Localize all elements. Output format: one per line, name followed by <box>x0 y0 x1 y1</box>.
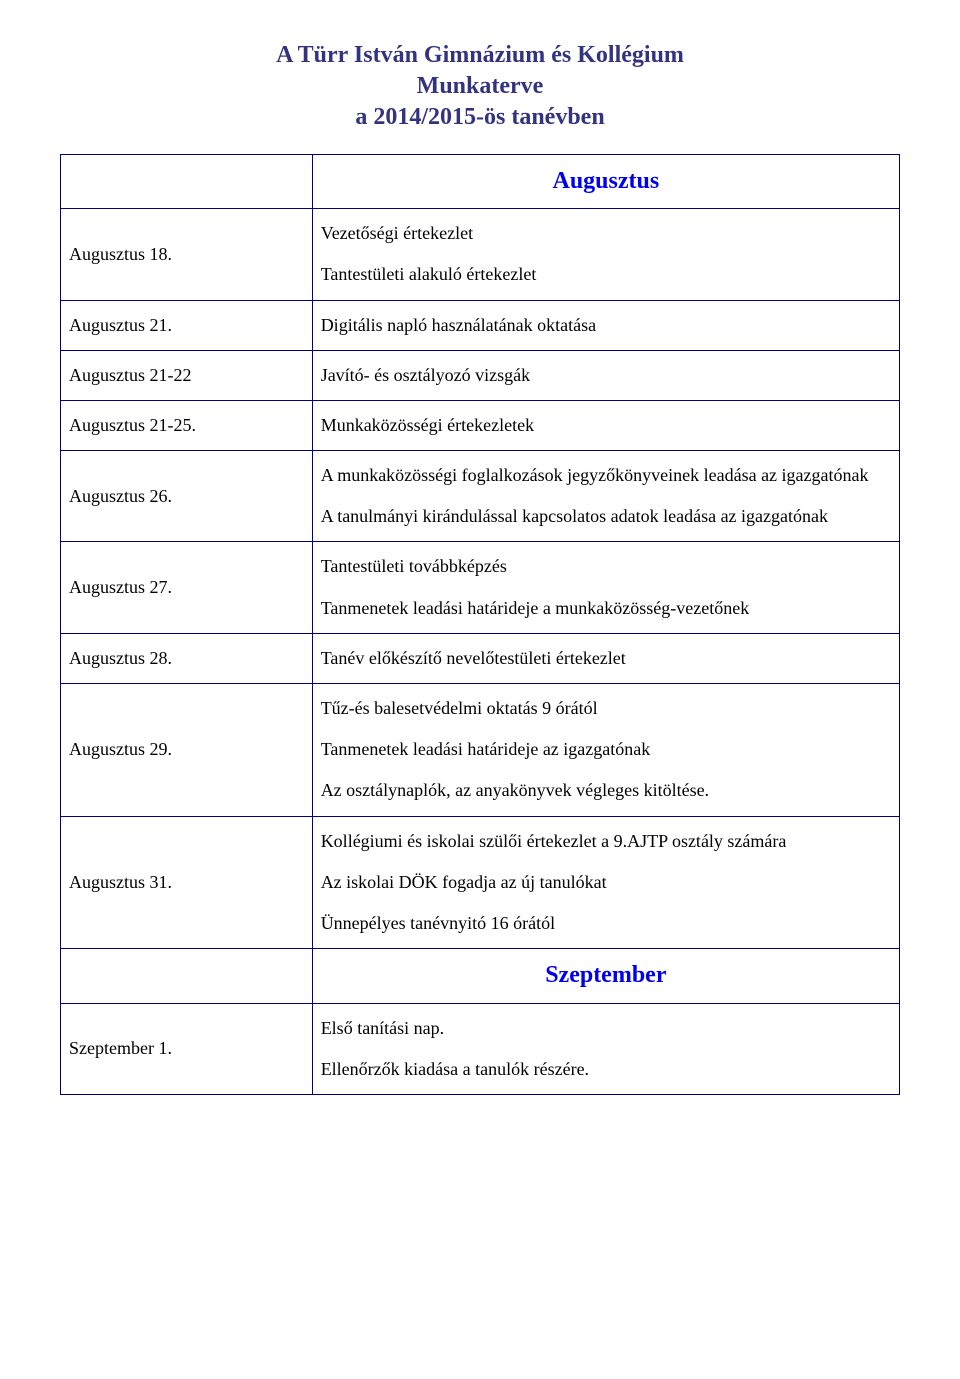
date-cell: Augusztus 27. <box>61 542 313 633</box>
date-cell: Augusztus 21-22 <box>61 350 313 400</box>
date-cell: Augusztus 28. <box>61 633 313 683</box>
month-header: Szeptember <box>312 949 899 1004</box>
title-line-1: A Türr István Gimnázium és Kollégium <box>60 40 900 71</box>
description-item: A munkaközösségi foglalkozások jegyzőkön… <box>321 459 891 492</box>
description-item: Tűz-és balesetvédelmi oktatás 9 órától <box>321 692 891 725</box>
document-title-block: A Türr István Gimnázium és Kollégium Mun… <box>60 40 900 134</box>
date-cell: Augusztus 21-25. <box>61 400 313 450</box>
date-cell: Szeptember 1. <box>61 1003 313 1094</box>
description-cell: Tanév előkészítő nevelőtestületi értekez… <box>312 633 899 683</box>
description-cell: Kollégiumi és iskolai szülői értekezlet … <box>312 816 899 949</box>
title-line-2: Munkaterve <box>60 71 900 102</box>
description-item: Munkaközösségi értekezletek <box>321 409 891 442</box>
description-cell: A munkaközösségi foglalkozások jegyzőkön… <box>312 451 899 542</box>
date-cell: Augusztus 29. <box>61 684 313 817</box>
date-cell: Augusztus 26. <box>61 451 313 542</box>
description-item: Javító- és osztályozó vizsgák <box>321 359 891 392</box>
title-line-3: a 2014/2015-ös tanévben <box>60 102 900 133</box>
description-item: Kollégiumi és iskolai szülői értekezlet … <box>321 825 891 858</box>
description-item: Digitális napló használatának oktatása <box>321 309 891 342</box>
description-item: Tantestületi továbbképzés <box>321 550 891 583</box>
month-header-empty <box>61 949 313 1004</box>
description-item: Ünnepélyes tanévnyitó 16 órától <box>321 907 891 940</box>
description-item: Az iskolai DÖK fogadja az új tanulókat <box>321 866 891 899</box>
date-cell: Augusztus 21. <box>61 300 313 350</box>
description-item: Vezetőségi értekezlet <box>321 217 891 250</box>
description-cell: Tantestületi továbbképzés Tanmenetek lead… <box>312 542 899 633</box>
date-cell: Augusztus 18. <box>61 209 313 300</box>
description-item: Ellenőrzők kiadása a tanulók részére. <box>321 1053 891 1086</box>
description-item: Tanév előkészítő nevelőtestületi értekez… <box>321 642 891 675</box>
month-header: Augusztus <box>312 154 899 209</box>
description-cell: Vezetőségi értekezlet Tantestületi alakul… <box>312 209 899 300</box>
description-item: Tanmenetek leadási határideje a munkaköz… <box>321 592 891 625</box>
description-cell: Digitális napló használatának oktatása <box>312 300 899 350</box>
description-cell: Első tanítási nap. Ellenőrzők kiadása a t… <box>312 1003 899 1094</box>
date-cell: Augusztus 31. <box>61 816 313 949</box>
month-header-empty <box>61 154 313 209</box>
description-item: Az osztálynaplók, az anyakönyvek véglege… <box>321 774 891 807</box>
description-cell: Munkaközösségi értekezletek <box>312 400 899 450</box>
description-item: Első tanítási nap. <box>321 1012 891 1045</box>
description-item: Tantestületi alakuló értekezlet <box>321 258 891 291</box>
description-item: A tanulmányi kirándulással kapcsolatos a… <box>321 500 891 533</box>
schedule-table: AugusztusAugusztus 18.Vezetőségi értekez… <box>60 154 900 1096</box>
description-cell: Javító- és osztályozó vizsgák <box>312 350 899 400</box>
description-item: Tanmenetek leadási határideje az igazgat… <box>321 733 891 766</box>
description-cell: Tűz-és balesetvédelmi oktatás 9 órától Ta… <box>312 684 899 817</box>
